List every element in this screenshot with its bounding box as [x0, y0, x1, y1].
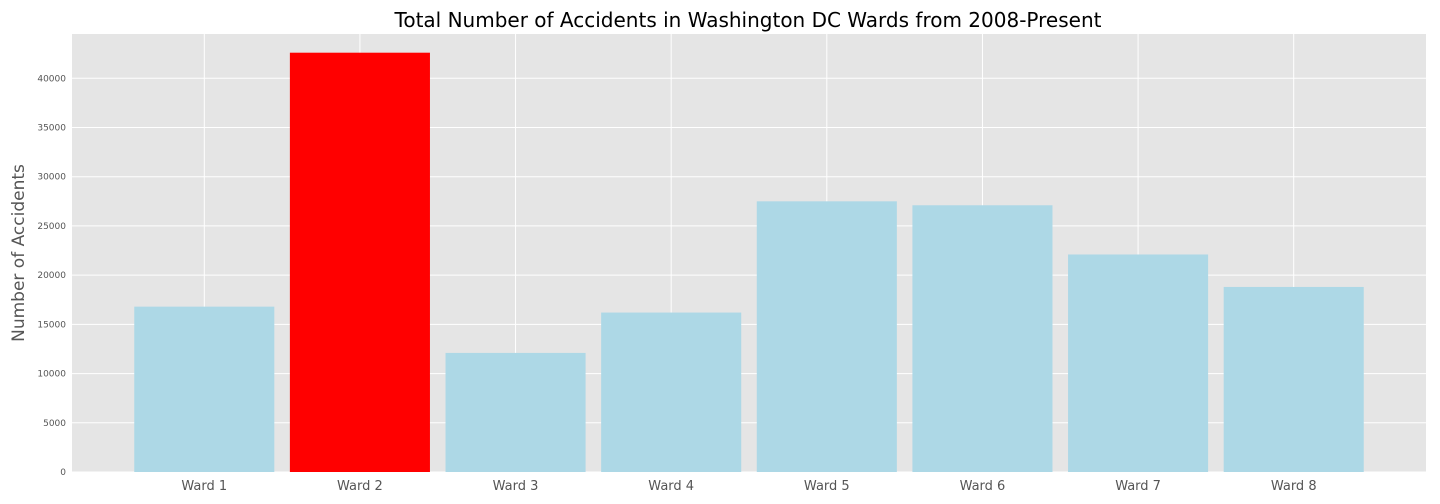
x-tick-label: Ward 8 [1271, 479, 1317, 494]
bar-ward-8 [1223, 286, 1364, 472]
plot-area [72, 34, 1426, 472]
bar-ward-2 [289, 52, 430, 473]
y-tick-label: 25000 [37, 222, 66, 232]
x-tick-label: Ward 2 [337, 479, 383, 494]
x-tick-label: Ward 4 [648, 479, 694, 494]
bar-ward-7 [1068, 254, 1209, 472]
chart-title: Total Number of Accidents in Washington … [394, 8, 1102, 32]
x-tick-label: Ward 6 [960, 479, 1006, 494]
x-tick-label: Ward 3 [493, 479, 539, 494]
bar-ward-1 [134, 306, 275, 472]
y-tick-labels: 0 5000 10000 15000 20000 25000 30000 35000 40000 [37, 74, 66, 478]
bars [134, 52, 1364, 473]
bar-ward-3 [445, 352, 586, 472]
bar-ward-4 [601, 312, 742, 472]
y-tick-label: 5000 [43, 419, 66, 429]
x-tick-label: Ward 7 [1115, 479, 1161, 494]
y-tick-label: 40000 [37, 74, 66, 84]
x-tick-label: Ward 1 [181, 479, 227, 494]
x-tick-labels: Ward 1 Ward 2 Ward 3 Ward 4 Ward 5 Ward 6 Ward… [181, 479, 1316, 494]
y-axis-label: Number of Accidents [9, 164, 29, 342]
bar-ward-5 [756, 201, 897, 472]
y-tick-label: 10000 [37, 370, 66, 380]
y-tick-label: 0 [60, 468, 66, 478]
x-tick-label: Ward 5 [804, 479, 850, 494]
y-tick-label: 35000 [37, 124, 66, 134]
bar-ward-6 [912, 205, 1053, 472]
y-tick-label: 20000 [37, 271, 66, 281]
y-tick-label: 30000 [37, 173, 66, 183]
y-tick-label: 15000 [37, 320, 66, 330]
